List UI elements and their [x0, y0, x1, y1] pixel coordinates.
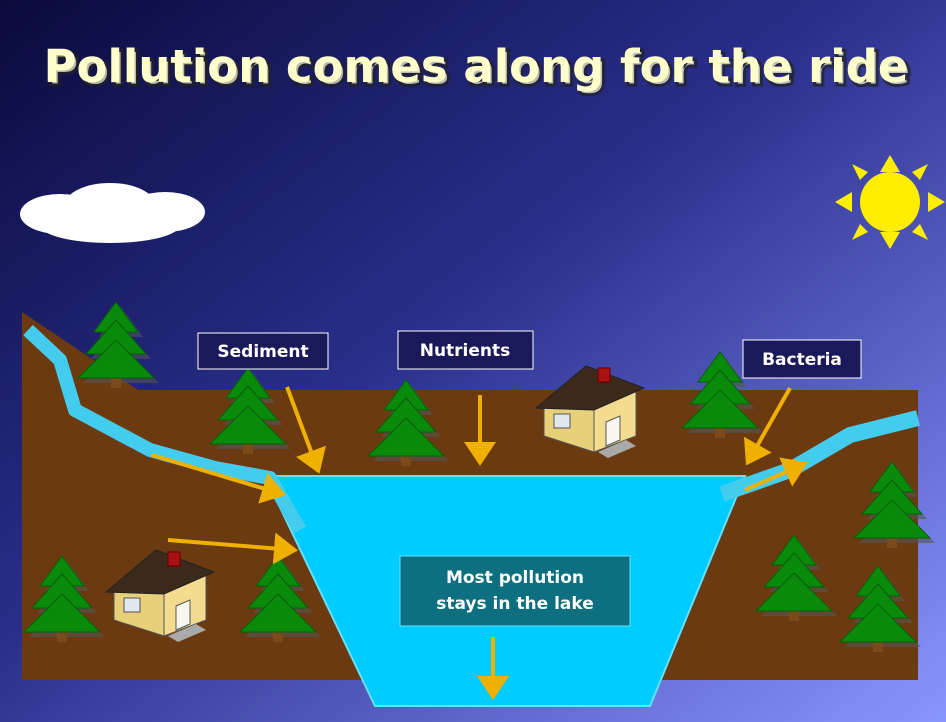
bacteria-label: Bacteria — [762, 350, 842, 370]
lake-label: stays in the lake — [436, 594, 594, 614]
lake-box — [400, 556, 630, 626]
sediment-label: Sediment — [217, 342, 308, 362]
slide: Pollution comes along for the ride Pollu… — [0, 0, 946, 722]
nutrients-label: Nutrients — [420, 341, 511, 361]
title: Pollution comes along for the ride — [44, 40, 909, 93]
lake-label: Most pollution — [446, 568, 584, 588]
